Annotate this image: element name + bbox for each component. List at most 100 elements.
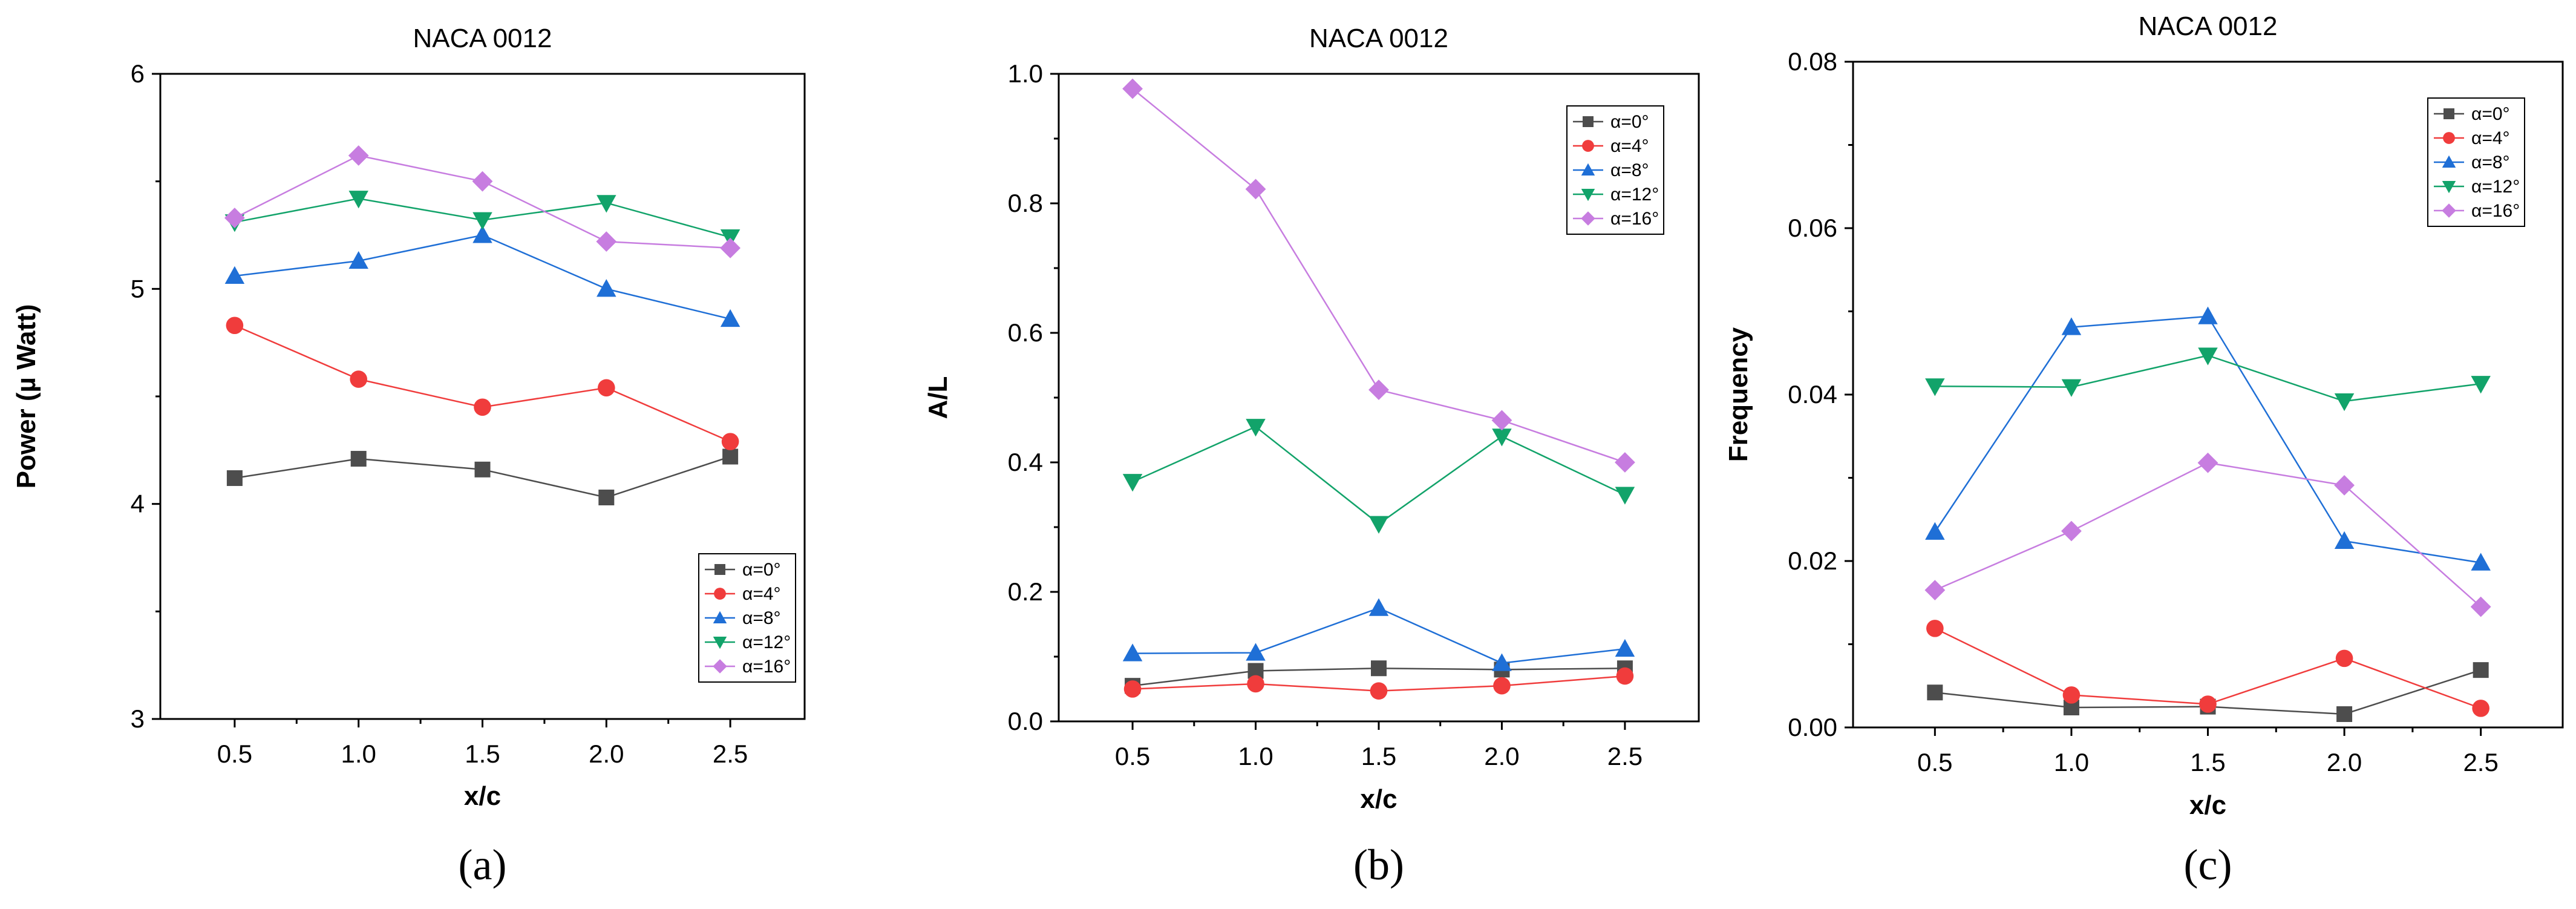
legend-marker — [1582, 140, 1594, 152]
x-tick-label: 1.0 — [341, 740, 376, 768]
legend-marker — [2442, 203, 2456, 218]
data-point — [2198, 306, 2218, 324]
data-point — [2061, 317, 2082, 335]
data-point — [2334, 393, 2355, 412]
legend-marker — [2443, 132, 2455, 144]
data-point — [1122, 643, 1143, 661]
y-tick-label: 0.8 — [1008, 189, 1043, 217]
legend: α=0° α=4° α=8° α=12° α=16° — [698, 553, 796, 683]
chart-title: NACA 0012 — [1309, 24, 1448, 53]
legend-marker — [1583, 116, 1594, 127]
x-tick-label: 0.5 — [1917, 748, 1952, 776]
y-axis-title: A/L — [923, 376, 953, 419]
legend-label: α=0° — [2471, 104, 2510, 124]
legend-marker — [1581, 163, 1595, 176]
data-point — [598, 490, 615, 506]
x-tick-label: 1.5 — [2190, 748, 2225, 776]
data-point — [1924, 580, 1946, 601]
legend-label: α=16° — [2471, 201, 2520, 221]
data-point — [474, 398, 491, 416]
x-tick-label: 0.5 — [217, 740, 252, 768]
data-point — [1370, 682, 1388, 700]
x-tick-label: 0.5 — [1115, 742, 1150, 770]
data-point — [1493, 677, 1511, 695]
legend-label: α=8° — [2471, 153, 2510, 172]
data-point — [1371, 660, 1387, 677]
y-tick-label: 1.0 — [1008, 59, 1043, 88]
legend-label: α=16° — [742, 657, 791, 677]
data-point — [226, 317, 244, 335]
data-point — [721, 433, 739, 450]
data-point — [1615, 487, 1635, 505]
data-point — [2335, 649, 2353, 668]
x-tick-label: 2.0 — [589, 740, 624, 768]
data-point — [1492, 428, 1512, 447]
chart-panel-3: NACA 0012 0.5 1.0 1.5 2.0 2.5 0.00 0.02 0.04 0.06… — [1724, 11, 2564, 889]
legend-marker — [2442, 181, 2456, 194]
x-tick-label: 1.0 — [2054, 748, 2089, 776]
y-axis-title: Frequency — [1724, 327, 1753, 462]
data-point — [2198, 347, 2218, 366]
data-point — [1246, 419, 1266, 437]
data-point — [226, 470, 243, 487]
data-point — [350, 451, 367, 467]
y-tick-label: 0.04 — [1788, 380, 1837, 409]
data-point — [2061, 520, 2082, 542]
data-point — [596, 231, 617, 252]
data-point — [720, 237, 741, 258]
data-point — [1122, 474, 1143, 492]
y-tick-label: 0.02 — [1788, 546, 1837, 575]
data-point — [224, 208, 245, 228]
y-tick-label: 3 — [131, 704, 145, 733]
data-point — [348, 251, 368, 269]
data-point — [1492, 653, 1512, 671]
y-tick-label: 0.08 — [1788, 47, 1837, 76]
chart-title: NACA 0012 — [2139, 11, 2278, 41]
data-point — [472, 171, 493, 192]
x-tick-label: 2.0 — [2327, 748, 2362, 776]
y-tick-label: 0.2 — [1008, 577, 1043, 606]
data-point — [1927, 684, 1943, 701]
series-line-3 — [1133, 607, 1626, 664]
panel-label: (c) — [2184, 841, 2232, 889]
chart-panel-2: NACA 0012 0.5 1.0 1.5 2.0 2.5 0.0 0.2 0.4 0.6 0.8 1… — [923, 24, 1700, 889]
data-point — [2334, 531, 2355, 549]
y-tick-label: 0.4 — [1008, 448, 1043, 476]
legend-label: α=12° — [2471, 177, 2520, 197]
x-tick-label: 1.0 — [1238, 742, 1273, 770]
data-point — [722, 448, 739, 465]
data-point — [2472, 700, 2489, 717]
data-point — [720, 309, 740, 327]
data-point — [1616, 667, 1634, 685]
series-line-2 — [234, 324, 731, 442]
series-line-4 — [1132, 425, 1626, 525]
y-axis-title: Power (µ Watt) — [11, 304, 41, 489]
legend-label: α=12° — [742, 632, 791, 652]
y-tick-label: 5 — [131, 274, 145, 303]
data-point — [597, 279, 616, 297]
panel-label: (b) — [1353, 841, 1404, 889]
y-tick-label: 0.6 — [1008, 318, 1043, 347]
x-tick-label: 2.5 — [713, 740, 748, 768]
data-point — [472, 212, 492, 230]
legend-label: α=8° — [1610, 160, 1649, 180]
data-point — [1245, 179, 1266, 200]
data-point — [2470, 596, 2491, 617]
y-tick-label: 0.00 — [1788, 713, 1837, 741]
data-point — [1615, 638, 1635, 657]
legend-label: α=4° — [2471, 128, 2510, 148]
data-point — [1122, 78, 1143, 99]
data-point — [350, 370, 367, 388]
legend-label: α=4° — [742, 584, 781, 604]
series-line-5 — [1132, 88, 1626, 464]
panel-label: (a) — [459, 841, 507, 889]
data-point — [474, 461, 491, 477]
data-point — [597, 195, 616, 213]
data-point — [2334, 474, 2355, 496]
y-tick-label: 0.06 — [1788, 214, 1837, 242]
x-tick-label: 2.5 — [1607, 742, 1643, 770]
data-point — [472, 225, 492, 243]
legend-marker — [713, 659, 727, 674]
data-point — [1925, 378, 1945, 396]
legend-marker — [714, 564, 725, 575]
